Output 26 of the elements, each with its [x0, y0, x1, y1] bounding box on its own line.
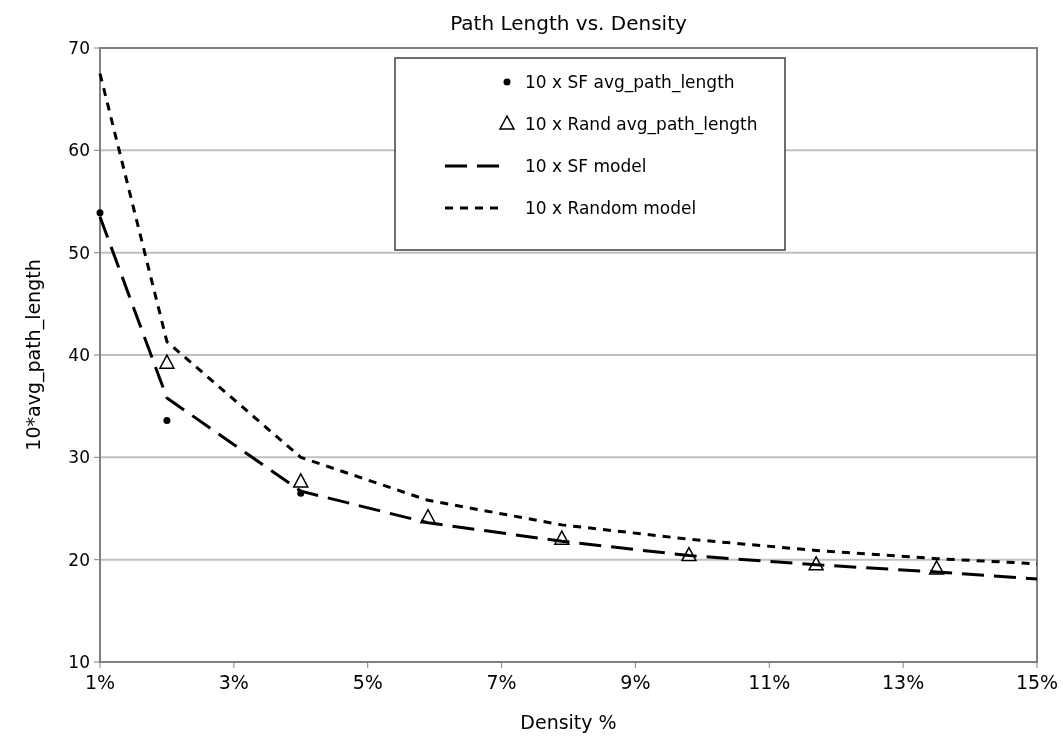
x-tick-label: 13% — [882, 671, 925, 693]
x-tick-label: 3% — [218, 671, 249, 693]
y-tick-label: 60 — [68, 140, 90, 161]
y-tick-label: 10 — [68, 651, 90, 672]
legend-label: 10 x Random model — [525, 197, 697, 218]
x-tick-label: 7% — [486, 671, 517, 693]
chart-title: Path Length vs. Density — [450, 11, 687, 35]
legend-label: 10 x Rand avg_path_length — [525, 113, 758, 135]
y-tick-label: 70 — [68, 37, 90, 58]
legend-label: 10 x SF avg_path_length — [525, 71, 735, 93]
point — [293, 473, 309, 488]
x-tick-label: 5% — [352, 671, 383, 693]
legend-label: 10 x SF model — [525, 155, 647, 176]
x-tick-label: 11% — [748, 671, 791, 693]
x-tick-label: 9% — [620, 671, 651, 693]
y-tick-label: 50 — [68, 242, 90, 263]
y-tick-label: 20 — [68, 549, 90, 570]
point — [96, 209, 104, 217]
point — [159, 354, 175, 369]
point — [163, 416, 171, 424]
y-tick-label: 30 — [68, 447, 90, 468]
y-axis-title: 10*avg_path_length — [22, 259, 45, 451]
x-axis-title: Density % — [520, 711, 617, 733]
x-tick-label: 15% — [1015, 671, 1059, 693]
x-tick-label: 1% — [84, 671, 116, 693]
y-tick-label: 40 — [68, 344, 90, 365]
